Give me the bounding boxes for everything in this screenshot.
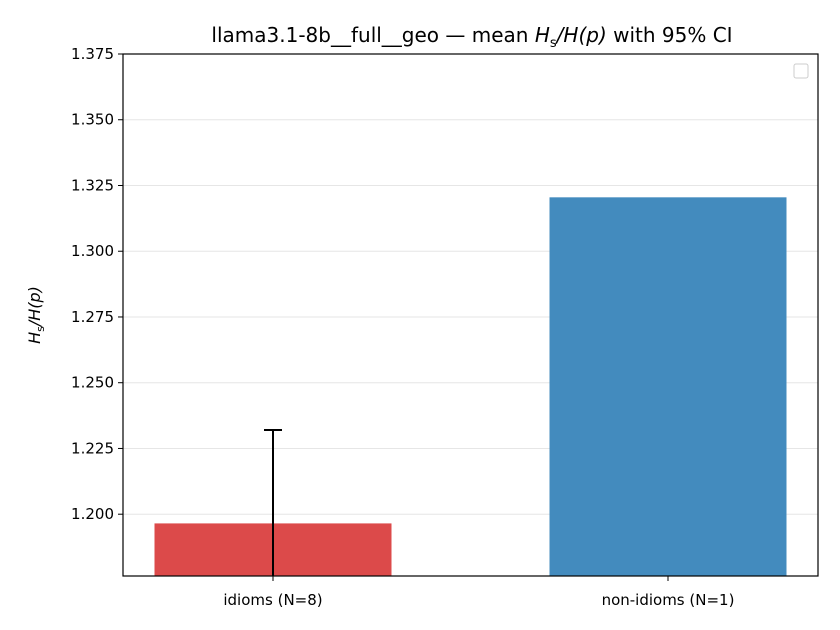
title-math-h: H [535,23,550,47]
ylabel-h: H [25,332,44,344]
title-math-rest: /H(p) [555,23,607,47]
y-tick-label: 1.350 [71,111,114,129]
y-tick-label: 1.375 [71,45,114,63]
title-suffix: with 95% CI [607,23,733,47]
ylabel-rest: /H(p) [25,286,44,328]
y-axis: 1.200 1.225 1.250 1.275 1.300 1.325 1.350 1.375 [71,45,123,523]
legend-box [793,63,809,79]
x-tick-label: non-idioms (N=1) [602,591,735,609]
y-tick-label: 1.325 [71,176,114,194]
title-text: llama3.1-8b__full__geo — mean [211,23,534,47]
grid-lines [123,53,818,515]
bars [154,197,787,577]
error-bars [264,429,282,576]
chart-title: llama3.1-8b__full__geo — mean Hs/H(p) wi… [211,23,732,51]
y-tick-label: 1.250 [71,374,114,392]
title-math-sub: s [550,36,557,51]
x-tick-label: idioms (N=8) [223,591,322,609]
y-tick-label: 1.300 [71,242,114,260]
bar [549,197,787,577]
plot-frame [122,53,819,577]
y-tick-label: 1.275 [71,308,114,326]
y-tick-label: 1.225 [71,439,114,457]
x-axis: idioms (N=8) non-idioms (N=1) [223,576,734,609]
ylabel-sub: s [34,326,47,332]
y-axis-label: Hs/H(p) [25,286,47,344]
y-tick-label: 1.200 [71,505,114,523]
